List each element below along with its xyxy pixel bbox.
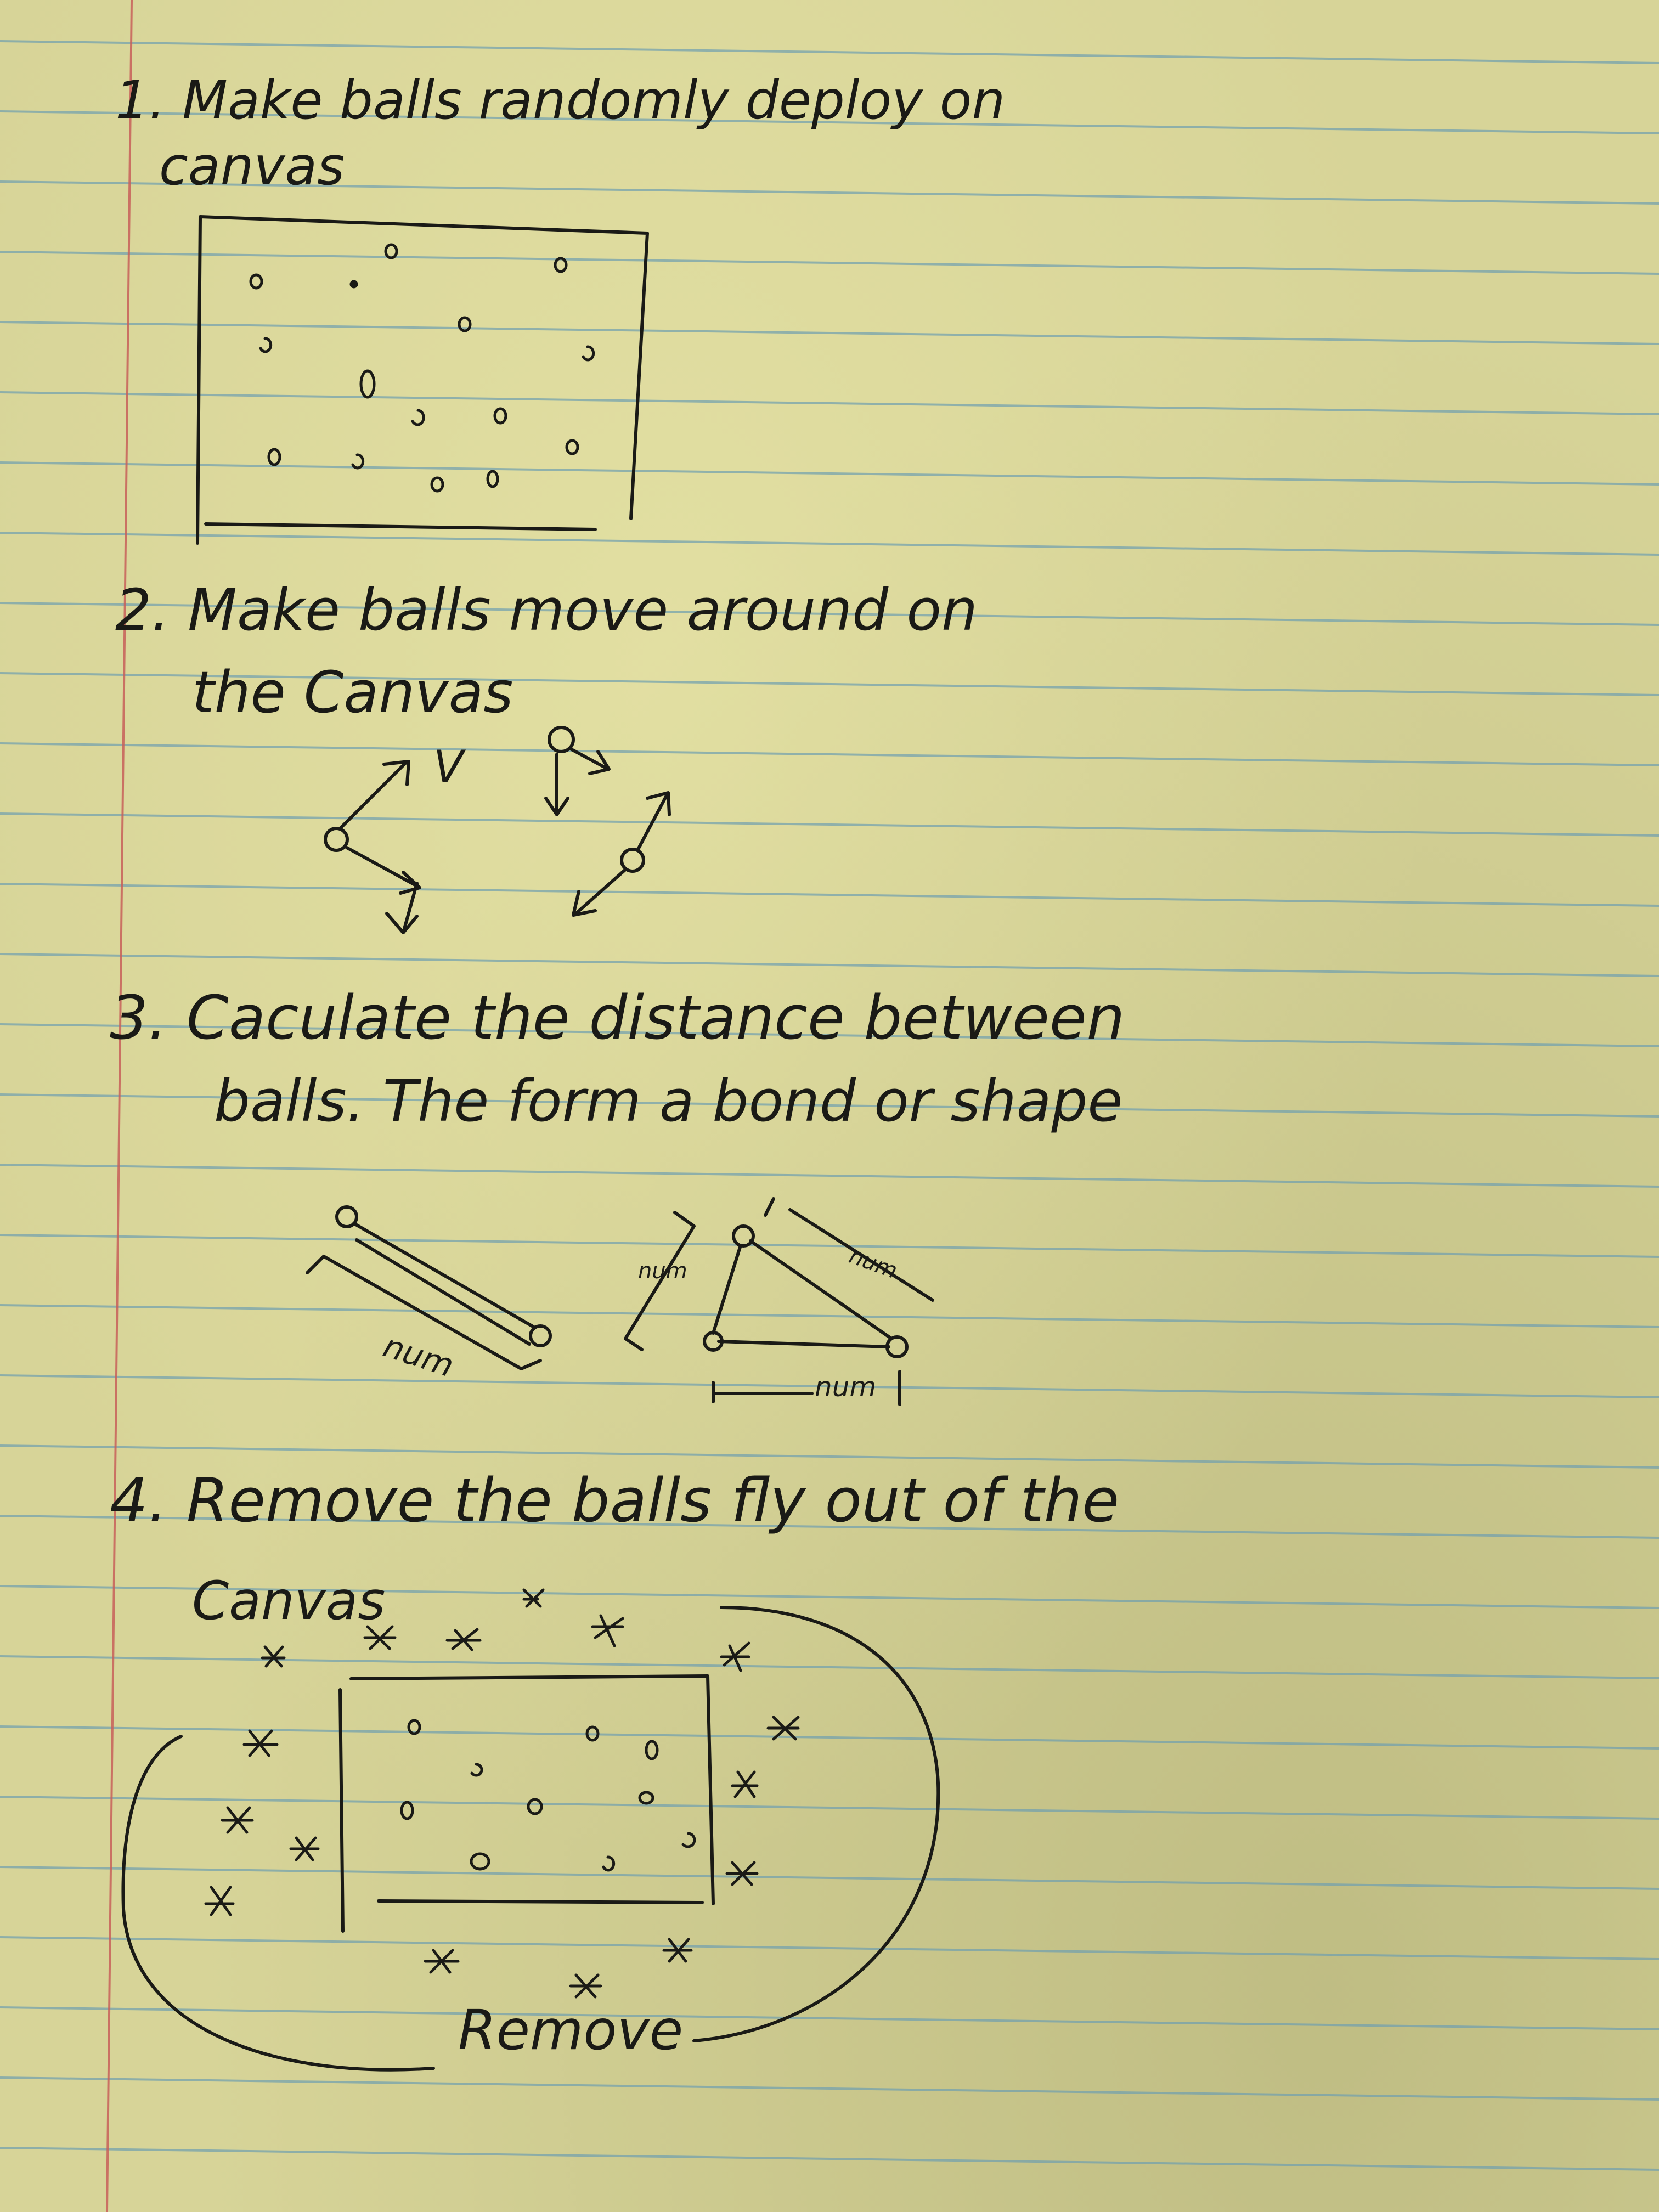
step4-remove-diagram bbox=[121, 1588, 940, 2072]
step1-line2: canvas bbox=[159, 136, 345, 197]
removed-balls bbox=[204, 1588, 800, 1999]
rule-line bbox=[0, 883, 1659, 907]
rule-line bbox=[0, 2076, 1659, 2101]
velocity-arrow-b-right bbox=[569, 747, 611, 775]
step4-line1: 4. Remove the balls fly out of the bbox=[110, 1465, 1120, 1536]
velocity-arrow-c-up bbox=[636, 791, 671, 852]
remove-label: Remove bbox=[458, 1998, 683, 2062]
random-balls bbox=[249, 243, 595, 493]
velocity-label: V bbox=[433, 741, 466, 792]
step2-motion-diagram bbox=[324, 726, 671, 934]
step1-line1: 1. Make balls randomly deploy on bbox=[115, 70, 1006, 131]
distance-label-a: num bbox=[379, 1327, 459, 1385]
rule-line bbox=[0, 1796, 1659, 1820]
velocity-arrow-down bbox=[385, 882, 419, 934]
rule-line bbox=[0, 461, 1659, 486]
distance-label-d: num bbox=[815, 1371, 876, 1403]
moving-ball-a bbox=[324, 827, 349, 852]
velocity-arrow-up bbox=[338, 760, 410, 830]
distance-bracket-d bbox=[712, 1370, 901, 1406]
rule-line bbox=[0, 1725, 1659, 1750]
rule-line bbox=[0, 672, 1659, 696]
rule-line bbox=[0, 1374, 1659, 1398]
step3-bond-diagram bbox=[306, 1197, 934, 1406]
rule-line bbox=[0, 1093, 1659, 1118]
step1-canvas-diagram bbox=[196, 215, 649, 545]
distance-label-c: num bbox=[846, 1243, 901, 1284]
distance-bracket-a bbox=[306, 1255, 542, 1370]
distance-bracket-b bbox=[624, 1211, 696, 1351]
rule-line bbox=[0, 1304, 1659, 1328]
velocity-arrow-b-down bbox=[544, 753, 569, 816]
velocity-arrow-right bbox=[345, 846, 421, 895]
rule-line bbox=[0, 1164, 1659, 1188]
canvas-box-2 bbox=[338, 1674, 715, 1933]
distance-bracket-c bbox=[764, 1197, 934, 1302]
moving-ball-c bbox=[620, 848, 645, 873]
step3-line1: 3. Caculate the distance between bbox=[110, 983, 1125, 1053]
rule-line bbox=[0, 742, 1659, 766]
rule-line bbox=[0, 321, 1659, 345]
step4-line2: Canvas bbox=[192, 1570, 386, 1632]
rule-line bbox=[0, 110, 1659, 134]
rule-line bbox=[0, 391, 1659, 415]
canvas-box bbox=[196, 215, 649, 545]
velocity-arrow-c-down bbox=[572, 868, 627, 917]
rule-line bbox=[0, 1234, 1659, 1258]
step2-line1: 2. Make balls move around on bbox=[115, 577, 978, 644]
rule-line bbox=[0, 40, 1659, 64]
rule-line bbox=[0, 1585, 1659, 1609]
rule-line bbox=[0, 602, 1659, 626]
rule-line bbox=[0, 180, 1659, 205]
rule-line bbox=[0, 1866, 1659, 1890]
rule-line bbox=[0, 251, 1659, 275]
rule-line bbox=[0, 2006, 1659, 2030]
rule-line bbox=[0, 2147, 1659, 2171]
margin-line bbox=[106, 0, 133, 2212]
balls-inside bbox=[400, 1719, 696, 1872]
rule-line bbox=[0, 812, 1659, 837]
rule-line bbox=[0, 532, 1659, 556]
step3-line2: balls. The form a bond or shape bbox=[214, 1068, 1123, 1135]
rule-line bbox=[0, 953, 1659, 977]
rule-line bbox=[0, 1023, 1659, 1047]
remove-enclosure-left bbox=[121, 1735, 435, 2072]
bond-line bbox=[352, 1222, 537, 1346]
rule-line bbox=[0, 1444, 1659, 1469]
rule-line bbox=[0, 1515, 1659, 1539]
distance-label-b: num bbox=[638, 1259, 687, 1284]
moving-ball-b bbox=[548, 726, 575, 753]
triangle-shape bbox=[712, 1239, 893, 1348]
step2-line2: the Canvas bbox=[192, 659, 514, 726]
rule-line bbox=[0, 1936, 1659, 1960]
shape-ball-top bbox=[732, 1224, 755, 1248]
bond-ball-1 bbox=[335, 1205, 358, 1228]
remove-enclosure-right bbox=[692, 1606, 940, 2042]
bond-ball-2 bbox=[529, 1324, 552, 1347]
